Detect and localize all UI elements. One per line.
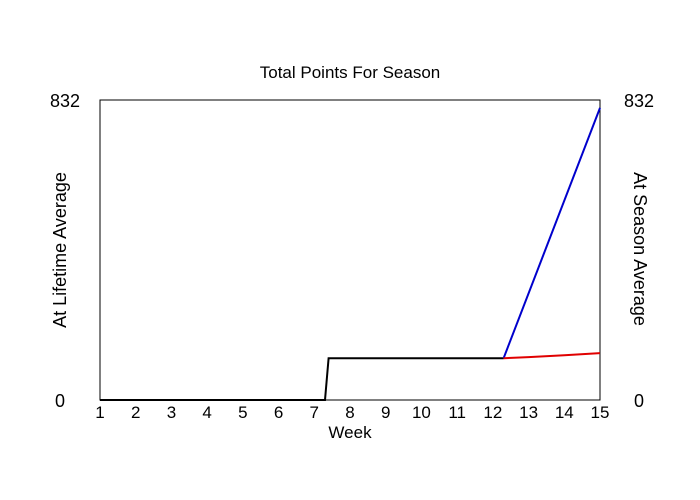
y-right-tick-max: 832 (624, 91, 654, 111)
y-right-label: At Season Average (630, 172, 650, 326)
x-tick-label: 8 (345, 403, 354, 422)
x-tick-label: 7 (310, 403, 319, 422)
y-right-tick-min: 0 (634, 391, 644, 411)
x-tick-label: 5 (238, 403, 247, 422)
x-tick-labels: 1 2 3 4 5 6 7 8 9 10 11 12 13 14 15 (95, 403, 609, 422)
y-left-label: At Lifetime Average (50, 172, 70, 328)
x-tick-label: 12 (483, 403, 502, 422)
x-tick-label: 6 (274, 403, 283, 422)
x-tick-label: 10 (412, 403, 431, 422)
x-tick-label: 2 (131, 403, 140, 422)
x-axis-label: Week (328, 423, 372, 442)
series-line-season (503, 352, 601, 360)
y-left-tick-max: 832 (50, 91, 80, 111)
x-tick-label: 13 (519, 403, 538, 422)
series-line-actual (100, 357, 504, 401)
x-tick-label: 1 (95, 403, 104, 422)
plot-area (99, 99, 601, 401)
series-lines (100, 107, 601, 401)
x-tick-label: 15 (591, 403, 610, 422)
chart-title: Total Points For Season (260, 63, 440, 82)
x-tick-label: 3 (167, 403, 176, 422)
x-tick-label: 11 (448, 403, 466, 422)
y-left-tick-min: 0 (55, 391, 65, 411)
x-tick-label: 9 (381, 403, 390, 422)
x-tick-label: 14 (555, 403, 574, 422)
series-line-lifetime (502, 107, 601, 359)
x-tick-label: 4 (202, 403, 211, 422)
